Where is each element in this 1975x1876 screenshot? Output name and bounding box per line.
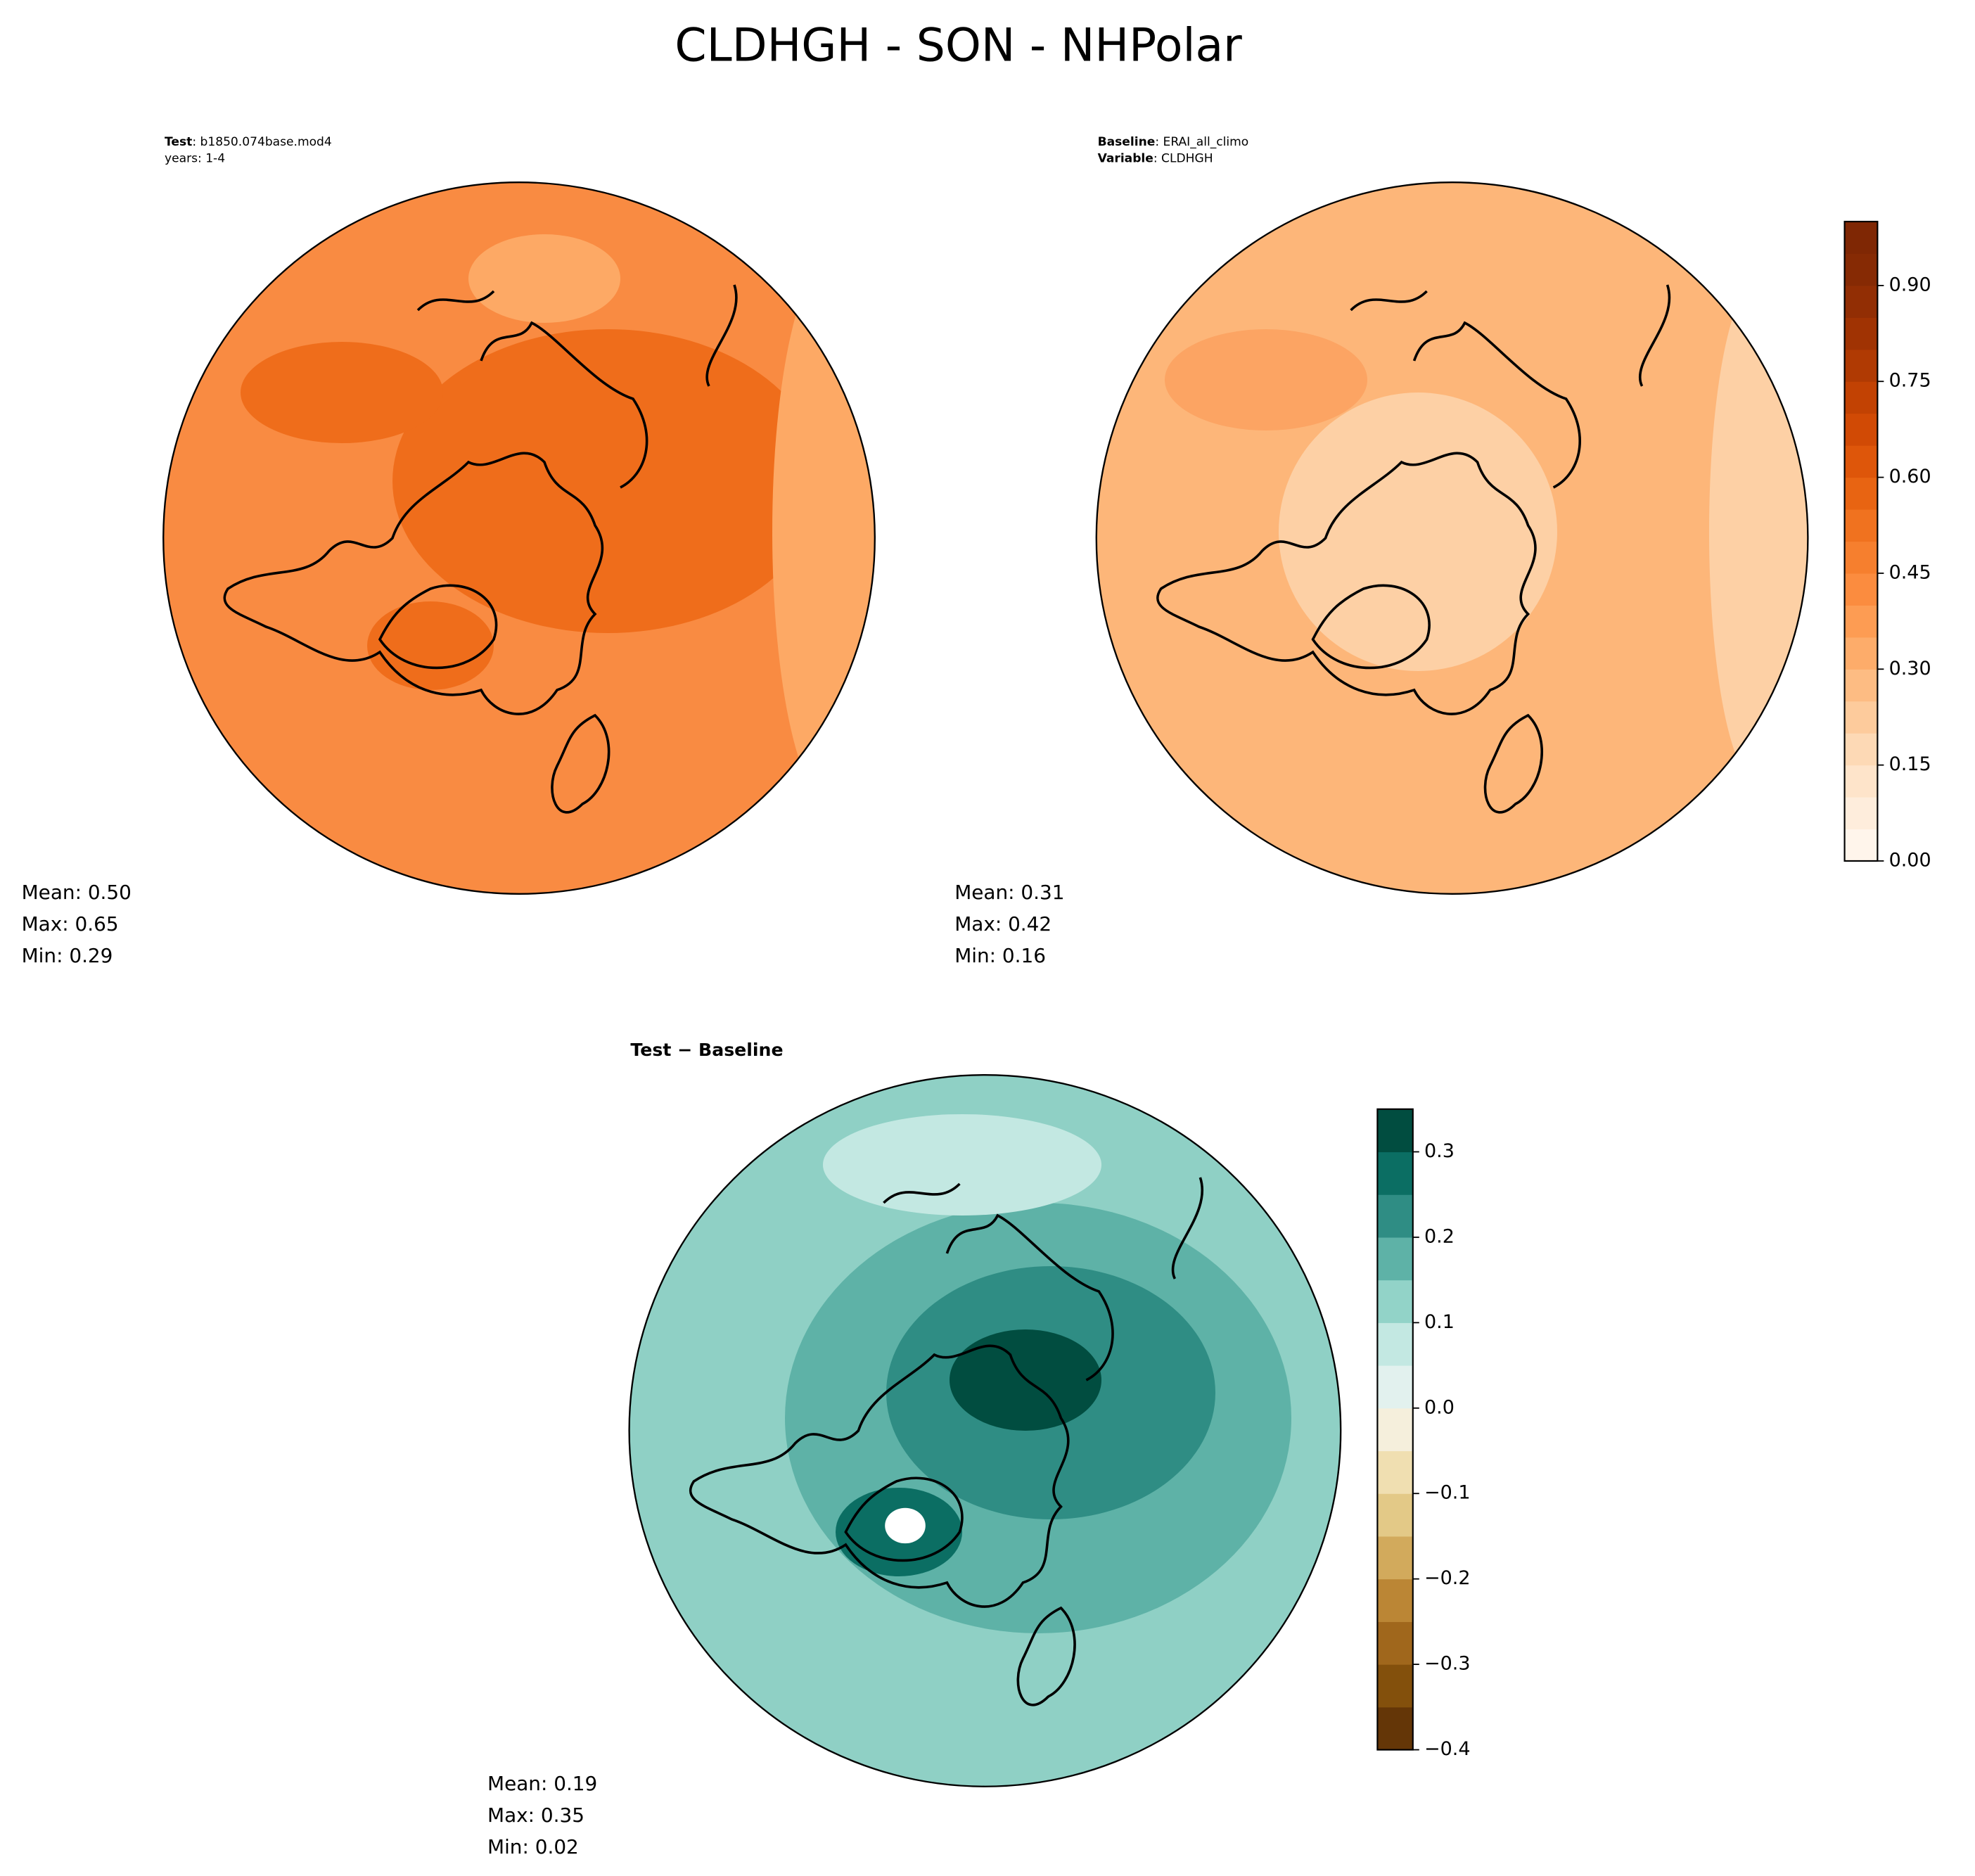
colorbar-band xyxy=(1844,413,1878,446)
colorbar-frame xyxy=(1376,1108,1414,1751)
colorbar-band xyxy=(1844,637,1878,670)
header-key: Test − Baseline xyxy=(630,1040,783,1060)
colorbar-band xyxy=(1377,1450,1413,1494)
colorbar-tick-label: 0.90 xyxy=(1889,274,1931,295)
colorbar-band xyxy=(1844,445,1878,478)
stat-line: Max: 0.42 xyxy=(954,912,1052,936)
colorbar-band xyxy=(1377,1578,1413,1622)
colorbar-band xyxy=(1844,733,1878,766)
colorbar-band xyxy=(1844,509,1878,542)
stat-line: Mean: 0.19 xyxy=(487,1772,597,1795)
colorbar-band xyxy=(1377,1151,1413,1195)
colorbar-band xyxy=(1377,1237,1413,1281)
colorbar-tick-label: −0.2 xyxy=(1424,1567,1471,1589)
colorbar-band xyxy=(1844,701,1878,734)
header-key: Baseline xyxy=(1098,135,1156,149)
colorbar-tick-label: 0.3 xyxy=(1424,1140,1455,1162)
colorbar-band xyxy=(1844,285,1878,318)
colorbar-tick-label: 0.75 xyxy=(1889,370,1931,392)
colorbar-band xyxy=(1844,349,1878,382)
colorbar-tick-label: 0.45 xyxy=(1889,561,1931,583)
map xyxy=(629,1075,1341,1787)
colorbar-band xyxy=(1844,541,1878,574)
colorbar-frame xyxy=(1843,220,1879,862)
panel-header: Test: b1850.074base.mod4 xyxy=(165,135,332,149)
colorbar-band xyxy=(1377,1493,1413,1537)
colorbar-band xyxy=(1377,1194,1413,1238)
header-key: Test xyxy=(165,135,192,149)
stat-line: Max: 0.35 xyxy=(487,1804,584,1827)
panel-header: years: 1-4 xyxy=(165,151,225,165)
colorbar-tick-label: 0.30 xyxy=(1889,658,1931,679)
colorbar-band xyxy=(1844,253,1878,286)
header-key: Variable xyxy=(1098,151,1153,165)
stat-line: Max: 0.65 xyxy=(22,912,119,936)
colorbar-tick-label: 0.0 xyxy=(1424,1396,1455,1418)
colorbar-band xyxy=(1377,1536,1413,1580)
panel-header: Test − Baseline xyxy=(630,1040,783,1060)
colorbar-band xyxy=(1377,1621,1413,1665)
colorbar-tick-label: 0.60 xyxy=(1889,466,1931,487)
stat-line: Min: 0.02 xyxy=(487,1835,579,1858)
colorbar-tick-label: −0.1 xyxy=(1424,1482,1471,1504)
colorbar-band xyxy=(1844,605,1878,638)
panel-header: Baseline: ERAI_all_climo xyxy=(1098,135,1249,149)
colorbar-band xyxy=(1377,1322,1413,1366)
header-value: years: 1-4 xyxy=(165,151,225,165)
stat-line: Mean: 0.31 xyxy=(954,881,1064,904)
colorbar-band xyxy=(1844,317,1878,350)
stat-line: Min: 0.29 xyxy=(22,944,113,967)
figure-title: CLDHGH - SON - NHPolar xyxy=(675,19,1242,72)
header-value: : ERAI_all_climo xyxy=(1155,135,1248,149)
colorbar-band xyxy=(1377,1365,1413,1409)
stat-line: Mean: 0.50 xyxy=(22,881,132,904)
colorbar-tick-label: −0.4 xyxy=(1424,1738,1471,1760)
colorbar-band xyxy=(1377,1706,1413,1751)
colorbar-band xyxy=(1844,765,1878,798)
colorbar-band xyxy=(1844,669,1878,702)
colorbar-tick-label: 0.1 xyxy=(1424,1311,1455,1333)
colorbar-tick-label: −0.3 xyxy=(1424,1653,1471,1675)
colorbar-band xyxy=(1377,1109,1413,1153)
colorbar-band xyxy=(1844,573,1878,606)
colorbar-tick-label: 0.2 xyxy=(1424,1225,1455,1247)
map xyxy=(1096,182,1808,894)
colorbar-band xyxy=(1844,797,1878,830)
colorbar-band xyxy=(1844,477,1878,510)
colorbar-band xyxy=(1844,829,1878,862)
colorbar-band xyxy=(1377,1280,1413,1323)
map xyxy=(163,182,875,894)
header-value: : CLDHGH xyxy=(1153,151,1213,165)
colorbar-band xyxy=(1844,221,1878,254)
panel-header: Variable: CLDHGH xyxy=(1098,151,1213,165)
colorbar-band xyxy=(1377,1664,1413,1708)
header-value: : b1850.074base.mod4 xyxy=(192,135,331,149)
colorbar-band xyxy=(1844,381,1878,414)
colorbar-band xyxy=(1377,1408,1413,1452)
stat-line: Min: 0.16 xyxy=(954,944,1046,967)
colorbar-tick-label: 0.15 xyxy=(1889,753,1931,775)
colorbar-tick-label: 0.00 xyxy=(1889,849,1931,871)
